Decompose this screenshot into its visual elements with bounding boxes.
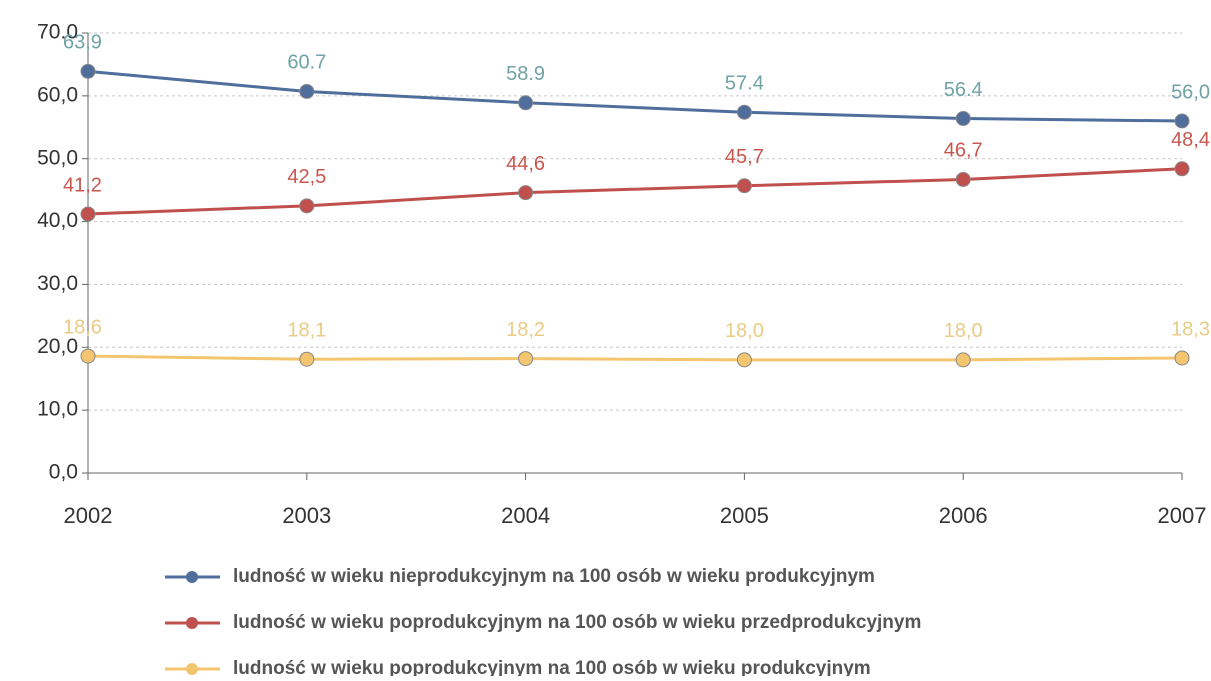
- data-label: 63,9: [63, 32, 102, 54]
- data-label: 18,3: [1171, 318, 1210, 340]
- data-label: 41,2: [63, 174, 102, 196]
- legend-label: ludność w wieku poprodukcyjnym na 100 os…: [233, 658, 871, 676]
- data-point: [1174, 350, 1190, 366]
- data-point: [518, 351, 534, 367]
- x-tick-label: 2007: [1158, 503, 1207, 528]
- legend-marker: [186, 663, 198, 675]
- data-point: [1174, 161, 1190, 177]
- data-point: [955, 171, 971, 187]
- x-tick-label: 2005: [720, 503, 769, 528]
- y-tick-label: 10,0: [37, 398, 78, 421]
- data-label: 56,0: [1171, 81, 1210, 103]
- data-point: [80, 63, 96, 79]
- legend-marker: [186, 571, 198, 583]
- x-tick-label: 2006: [939, 503, 988, 528]
- data-label: 18,6: [63, 316, 102, 338]
- data-label: 44,6: [506, 153, 545, 175]
- data-point: [1174, 113, 1190, 129]
- data-label: 56.4: [944, 79, 983, 101]
- data-point: [299, 351, 315, 367]
- data-label: 48,4: [1171, 129, 1210, 151]
- data-point: [299, 198, 315, 214]
- data-label: 46,7: [944, 140, 983, 162]
- y-tick-label: 70.0: [37, 21, 78, 44]
- legend-label: ludność w wieku poprodukcyjnym na 100 os…: [233, 612, 921, 633]
- data-label: 45,7: [725, 146, 764, 168]
- x-tick-label: 2003: [282, 503, 331, 528]
- data-label: 18,0: [944, 320, 983, 342]
- y-tick-label: 30,0: [37, 272, 78, 295]
- data-label: 18,2: [506, 319, 545, 341]
- data-point: [736, 178, 752, 194]
- data-point: [955, 110, 971, 126]
- y-tick-label: 20,0: [37, 335, 78, 358]
- y-tick-label: 40,0: [37, 209, 78, 232]
- data-point: [736, 104, 752, 120]
- series-line: [87, 167, 1183, 216]
- x-tick-label: 2004: [501, 503, 550, 528]
- y-tick-label: 0,0: [49, 461, 78, 484]
- data-point: [955, 352, 971, 368]
- data-point: [80, 348, 96, 364]
- data-label: 60.7: [287, 52, 326, 74]
- y-tick-label: 50,0: [37, 146, 78, 169]
- x-tick-label: 2002: [64, 503, 113, 528]
- y-tick-label: 60,0: [37, 83, 78, 106]
- data-label: 42,5: [287, 166, 326, 188]
- data-point: [736, 352, 752, 368]
- data-label: 18,1: [287, 320, 326, 342]
- legend-marker: [186, 617, 198, 629]
- series-line: [87, 69, 1183, 123]
- data-point: [518, 185, 534, 201]
- legend-label: ludność w wieku nieprodukcyjnym na 100 o…: [233, 566, 875, 587]
- data-point: [518, 95, 534, 111]
- data-label: 18,0: [725, 320, 764, 342]
- data-label: 58.9: [506, 63, 545, 85]
- data-label: 57.4: [725, 72, 764, 94]
- data-point: [299, 83, 315, 99]
- series-line: [87, 354, 1183, 362]
- data-point: [80, 206, 96, 222]
